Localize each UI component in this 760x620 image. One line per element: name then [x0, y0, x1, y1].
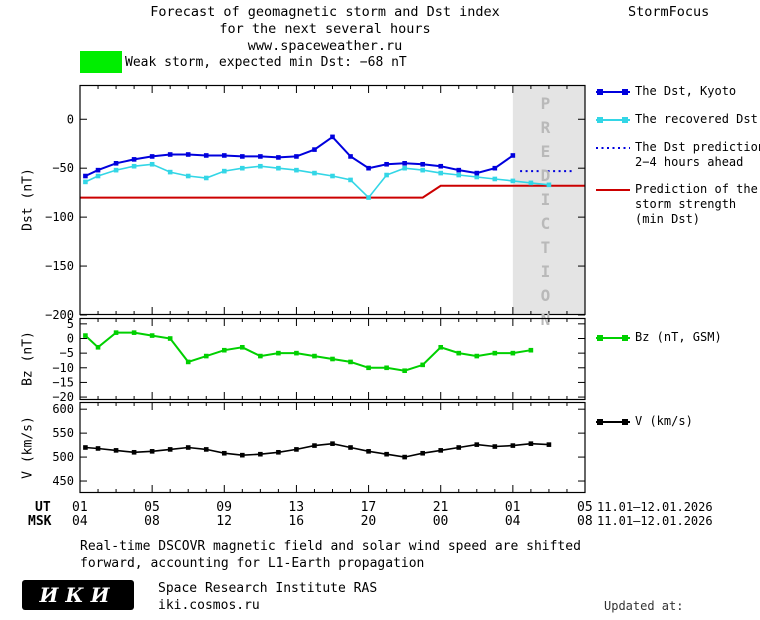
svg-text:−100: −100	[45, 210, 74, 224]
storm-strength-label-line2: storm strength	[635, 197, 737, 211]
x-tick-label: 17	[360, 500, 377, 515]
x-tick-label: 09	[216, 500, 232, 515]
svg-text:600: 600	[52, 402, 74, 416]
dst-axis-title: Dst (nT)	[20, 168, 36, 231]
x-tick-label: 05	[144, 500, 160, 515]
legend-storm-strength: Prediction of the storm strength (min Ds…	[596, 182, 758, 227]
note-line2: forward, accounting for L1-Earth propaga…	[80, 556, 425, 571]
x-tick-label: 08	[144, 514, 160, 529]
dst-prediction-label-line1: The Dst prediction	[635, 140, 760, 154]
note-line1: Real-time DSCOVR magnetic field and sola…	[80, 539, 581, 554]
legend-recovered-dst: The recovered Dst	[596, 112, 758, 130]
ut-date-range: 11.01–12.01.2026	[597, 500, 713, 514]
updated-at-block: Updated at: UT 01:05, 12.01.2026 MSK 04:…	[604, 566, 756, 620]
x-tick-label: 12	[216, 514, 232, 529]
recovered-dst-swatch	[596, 114, 630, 130]
dst-prediction-swatch	[596, 142, 630, 170]
svg-text:−15: −15	[52, 375, 74, 389]
legend-bz: Bz (nT, GSM)	[596, 330, 722, 348]
svg-text:−10: −10	[52, 361, 74, 375]
msk-axis-name: MSK	[28, 514, 52, 529]
msk-axis-row: MSK 11.01–12.01.2026 04 08 12 16 20 00 04 08	[0, 514, 760, 529]
institute-site: iki.cosmos.ru	[158, 598, 260, 613]
x-tick-label: 13	[288, 500, 305, 515]
propagation-note: Real-time DSCOVR magnetic field and sola…	[80, 538, 581, 572]
x-tick-label: 00	[432, 514, 449, 529]
title-line-2: for the next several hours	[219, 21, 431, 37]
dst-kyoto-label: The Dst, Kyoto	[635, 84, 737, 98]
svg-text:−150: −150	[45, 259, 74, 273]
dst-kyoto-swatch	[596, 86, 630, 102]
ut-axis-row: UT 11.01–12.01.2026 01 05 09 13 17 21 01 05	[0, 500, 760, 515]
x-tick-label: 16	[288, 514, 305, 529]
svg-text:5: 5	[67, 317, 74, 331]
svg-text:−50: −50	[52, 161, 74, 175]
v-panel: 450 500 550 600	[52, 401, 586, 494]
dst-prediction-label-line2: 2−4 hours ahead	[635, 155, 744, 169]
prediction-band-label: PREDICTION	[536, 94, 555, 334]
svg-text:550: 550	[52, 426, 74, 440]
bz-label: Bz (nT, GSM)	[635, 330, 722, 344]
svg-text:0: 0	[67, 332, 74, 346]
institute-name: Space Research Institute RAS	[158, 581, 378, 596]
recovered-dst-label: The recovered Dst	[635, 112, 758, 126]
bz-panel: 50−5−10−15−20	[52, 317, 586, 404]
title-line-1: Forecast of geomagnetic storm and Dst in…	[150, 4, 500, 20]
title-line-3: www.spaceweather.ru	[247, 38, 403, 54]
bz-swatch	[596, 332, 630, 348]
storm-strength-swatch	[596, 184, 630, 227]
x-tick-label: 08	[577, 514, 593, 529]
x-tick-label: 04	[504, 514, 521, 529]
storm-level-swatch	[80, 51, 122, 73]
x-tick-label: 20	[360, 514, 377, 529]
storm-strength-label-line3: (min Dst)	[635, 212, 701, 226]
svg-text:0: 0	[67, 112, 74, 126]
storm-level-text: Weak storm, expected min Dst: −68 nT	[125, 54, 407, 70]
svg-text:500: 500	[52, 450, 74, 464]
x-tick-label: 05	[577, 500, 593, 515]
updated-label: Updated at:	[604, 599, 684, 613]
x-tick-label: 04	[72, 514, 88, 529]
msk-date-range: 11.01–12.01.2026	[597, 514, 713, 528]
iki-logo: ИКИ	[22, 580, 134, 610]
ut-axis-name: UT	[35, 500, 51, 515]
legend-dst-kyoto: The Dst, Kyoto	[596, 84, 736, 102]
dst-panel: 0 −50 −100 −150 −200	[45, 84, 586, 322]
iki-logo-text: ИКИ	[39, 583, 117, 607]
svg-text:−5: −5	[60, 346, 74, 360]
svg-text:−20: −20	[52, 390, 74, 404]
v-axis-title: V (km/s)	[20, 416, 36, 479]
v-label: V (km/s)	[635, 414, 693, 428]
chart-title: Forecast of geomagnetic storm and Dst in…	[65, 4, 585, 55]
storm-strength-label-line1: Prediction of the	[635, 182, 758, 196]
x-tick-label: 21	[432, 500, 449, 515]
stormfocus-logo: StormFocus	[628, 4, 710, 20]
svg-text:−200: −200	[45, 308, 74, 322]
storm-level-banner: Weak storm, expected min Dst: −68 nT	[80, 51, 407, 73]
legend-dst-prediction: The Dst prediction 2−4 hours ahead	[596, 140, 760, 170]
legend-v: V (km/s)	[596, 414, 693, 432]
x-tick-label: 01	[72, 500, 88, 515]
svg-text:450: 450	[52, 474, 74, 488]
x-tick-label: 01	[504, 500, 521, 515]
institute-block: Space Research Institute RAS iki.cosmos.…	[158, 580, 377, 614]
v-swatch	[596, 416, 630, 432]
